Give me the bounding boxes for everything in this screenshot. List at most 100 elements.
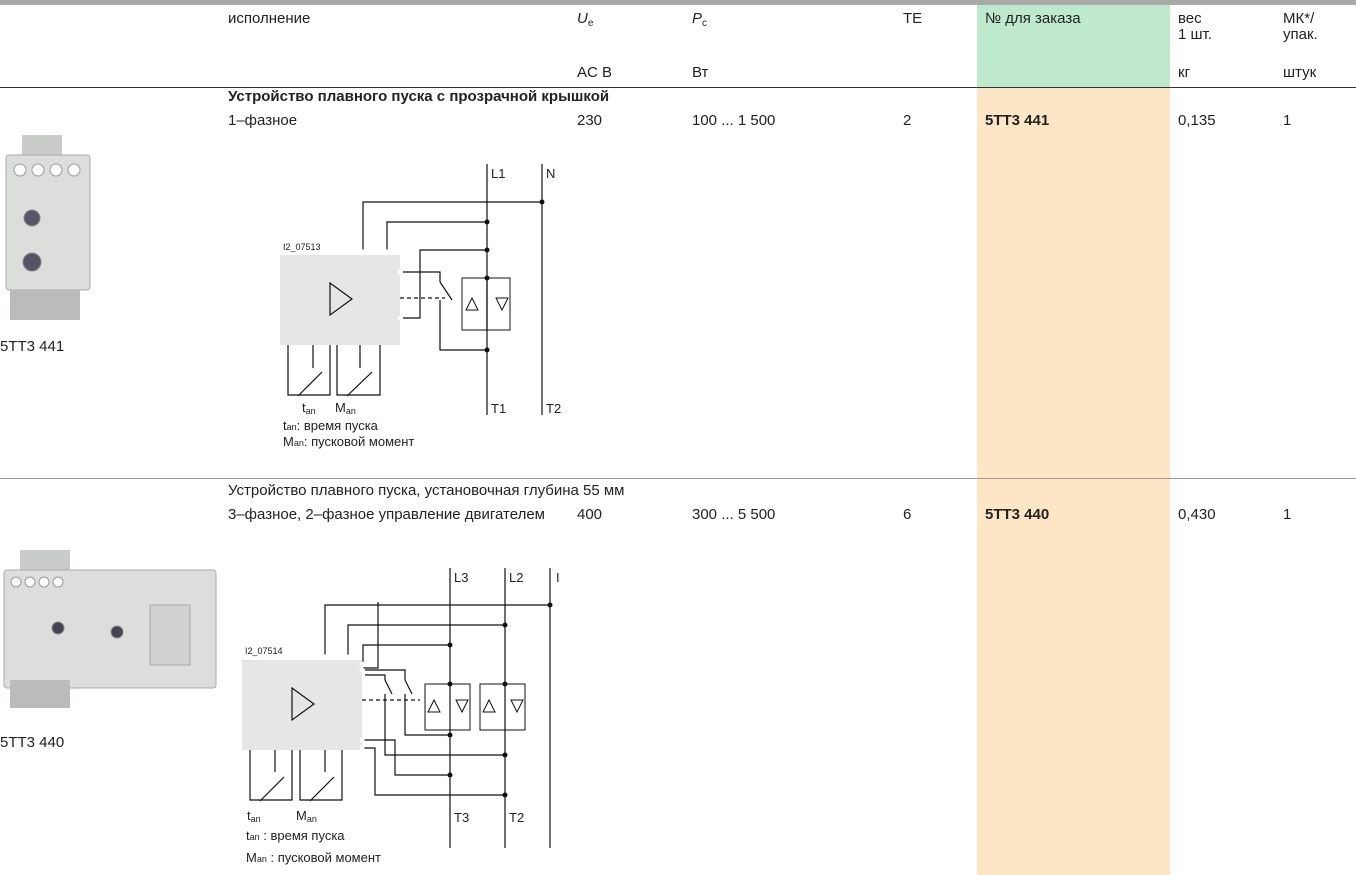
device-image-part xyxy=(10,576,22,588)
unit: штук xyxy=(1283,64,1317,81)
circuit-diagram-part xyxy=(324,604,550,657)
col-weight: вес xyxy=(1178,10,1202,27)
device-image-part xyxy=(52,576,64,588)
legend: tan : время пуска xyxy=(246,828,345,843)
ue: 400 xyxy=(577,506,603,523)
circuit-diagram-part xyxy=(455,699,469,714)
circuit-diagram-part xyxy=(362,747,505,796)
circuit-diagram-part xyxy=(299,750,343,801)
circuit-diagram-part xyxy=(329,281,354,317)
legend-sub: an xyxy=(294,438,304,448)
circuit-diagram-part xyxy=(502,681,508,687)
circuit-diagram-part xyxy=(322,654,328,660)
circuit-diagram-part xyxy=(346,371,373,397)
circuit-diagram-part xyxy=(384,679,393,695)
pot-label: tan xyxy=(302,400,316,416)
device-image-part xyxy=(49,163,63,177)
circuit-diagram-part xyxy=(397,315,403,321)
col-pc-sub: c xyxy=(702,18,708,29)
device-image-part xyxy=(10,680,70,708)
pc: 100 ... 1 500 xyxy=(692,112,776,129)
circuit-diagram-part xyxy=(365,669,406,680)
pack: 1 xyxy=(1283,112,1292,129)
weight: 0,135 xyxy=(1178,112,1216,129)
circuit-diagram-part xyxy=(479,683,526,731)
circuit-diagram-part xyxy=(259,776,285,802)
device-image-part xyxy=(51,621,65,635)
circuit-diagram-part xyxy=(447,732,453,738)
device-image-part xyxy=(149,604,191,666)
order-header-bg xyxy=(977,5,1170,87)
circuit-diagram-part xyxy=(482,698,496,713)
legend-base: M xyxy=(283,434,294,449)
legend-text: : пусковой момент xyxy=(304,434,415,449)
device-image xyxy=(3,550,217,708)
pot-label: Man xyxy=(296,808,317,824)
col-weight: 1 шт. xyxy=(1178,26,1212,43)
circuit-diagram-part xyxy=(502,622,508,628)
col-te: TE xyxy=(903,10,923,27)
design: 1–фазное xyxy=(228,112,298,129)
circuit-diagram-part xyxy=(363,602,379,669)
circuit-diagram-part xyxy=(404,679,413,695)
circuit-diagram-part xyxy=(345,654,351,660)
circuit-diagram-part xyxy=(403,249,487,319)
circuit-diagram-part xyxy=(359,661,365,667)
top-bar xyxy=(0,0,1356,5)
device-image-part xyxy=(23,209,41,227)
legend-sub: an xyxy=(250,832,260,842)
legend-sub: an xyxy=(287,422,297,432)
col-pc: Pc xyxy=(692,10,707,32)
order-number: 5TT3 441 xyxy=(985,112,1050,129)
section-title: Устройство плавного пуска, установочная … xyxy=(228,482,625,499)
diagram-id: I2_07514 xyxy=(245,646,283,656)
circuit-diagram-part xyxy=(404,694,450,736)
circuit-diagram-part xyxy=(347,624,505,657)
circuit-diagram-part xyxy=(439,300,487,351)
circuit-diagram-part xyxy=(539,199,545,205)
col-pc-base: P xyxy=(692,10,703,27)
circuit-diagram: I2_07513 L1 N T1 T2 tan Man tan: время п… xyxy=(280,164,561,449)
circuit-diagram-part xyxy=(510,699,524,714)
circuit-diagram-part xyxy=(484,275,490,281)
line-label: L2 xyxy=(509,570,523,585)
design: 3–фазное, 2–фазное управление двигателем xyxy=(228,506,545,523)
te: 2 xyxy=(903,112,912,129)
pack: 1 xyxy=(1283,506,1292,523)
unit: кг xyxy=(1178,64,1191,81)
unit: AC B xyxy=(577,64,613,81)
circuit-diagram-part xyxy=(447,681,453,687)
circuit-diagram-part xyxy=(249,750,293,801)
section-title: Устройство плавного пуска с прозрачной к… xyxy=(228,88,610,105)
line-label: N xyxy=(546,166,555,181)
device-image xyxy=(5,135,91,320)
pot-label: tan xyxy=(247,808,261,824)
circuit-diagram-part xyxy=(424,683,471,731)
col-ue: Ue xyxy=(577,10,593,32)
circuit-diagram-part xyxy=(359,667,365,673)
circuit-diagram-part xyxy=(465,296,479,311)
weight: 0,430 xyxy=(1178,506,1216,523)
circuit-diagram-part xyxy=(258,785,282,794)
output-label: T1 xyxy=(491,401,506,416)
ue: 230 xyxy=(577,112,603,129)
pc: 300 ... 5 500 xyxy=(692,506,776,523)
circuit-diagram-part xyxy=(547,602,553,608)
device-image-part xyxy=(20,550,70,572)
te: 6 xyxy=(903,506,912,523)
circuit-diagram-part xyxy=(403,271,441,282)
circuit-diagram-part xyxy=(447,642,453,648)
circuit-diagram-part xyxy=(502,792,508,798)
circuit-diagram-part xyxy=(362,201,542,252)
circuit-diagram: I2_07514 L3 L2 I T3 T2 tan Man tan : вре… xyxy=(242,568,560,865)
legend-base: t xyxy=(246,828,250,843)
circuit-diagram-part xyxy=(397,269,403,275)
circuit-diagram-part xyxy=(359,745,365,751)
pot-label-base: M xyxy=(335,400,346,415)
pot-label-base: t xyxy=(247,808,251,823)
legend-sub: an xyxy=(257,854,267,864)
circuit-diagram-part xyxy=(297,371,323,397)
legend-base: t xyxy=(283,418,287,433)
